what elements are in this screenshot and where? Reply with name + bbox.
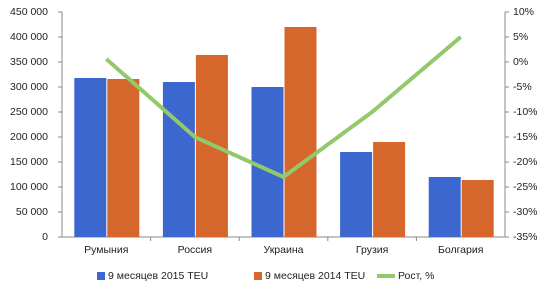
x-tick-label: Болгария [438, 244, 483, 256]
bar [107, 79, 140, 237]
y-tick-label: 0 [42, 231, 48, 243]
x-tick-label: Украина [264, 244, 304, 256]
y2-tick-label: -30% [513, 206, 538, 218]
bar [251, 87, 284, 237]
y-tick-label: 300 000 [10, 81, 48, 93]
y2-tick-label: -5% [513, 81, 532, 93]
legend-label: 9 месяцев 2014 TEU [265, 270, 365, 282]
bar [373, 142, 406, 237]
bar [428, 177, 461, 237]
y2-tick-label: -15% [513, 131, 538, 143]
bar [340, 152, 373, 237]
y2-tick-label: 0% [513, 56, 528, 68]
x-tick-label: Россия [178, 244, 212, 256]
x-tick-label: Румыния [84, 244, 128, 256]
y-tick-label: 250 000 [10, 106, 48, 118]
y-tick-label: 200 000 [10, 131, 48, 143]
y2-tick-label: -20% [513, 156, 538, 168]
legend-swatch [254, 272, 262, 280]
y-tick-label: 100 000 [10, 181, 48, 193]
y-tick-label: 450 000 [10, 6, 48, 18]
y2-tick-label: 5% [513, 31, 528, 43]
x-tick-label: Грузия [356, 244, 388, 256]
bar [461, 180, 494, 237]
legend-label: Рост, % [398, 270, 434, 282]
y-tick-label: 350 000 [10, 56, 48, 68]
y-tick-label: 150 000 [10, 156, 48, 168]
bar [284, 27, 317, 237]
line [104, 35, 462, 179]
y2-tick-label: 10% [513, 6, 534, 18]
y2-tick-label: -25% [513, 181, 538, 193]
bar [74, 78, 107, 237]
legend-swatch [97, 272, 105, 280]
bar [162, 82, 195, 237]
y2-tick-label: -35% [513, 231, 538, 243]
y-tick-label: 400 000 [10, 31, 48, 43]
y-tick-label: 50 000 [16, 206, 48, 218]
y2-tick-label: -10% [513, 106, 538, 118]
legend-label: 9 месяцев 2015 TEU [108, 270, 208, 282]
